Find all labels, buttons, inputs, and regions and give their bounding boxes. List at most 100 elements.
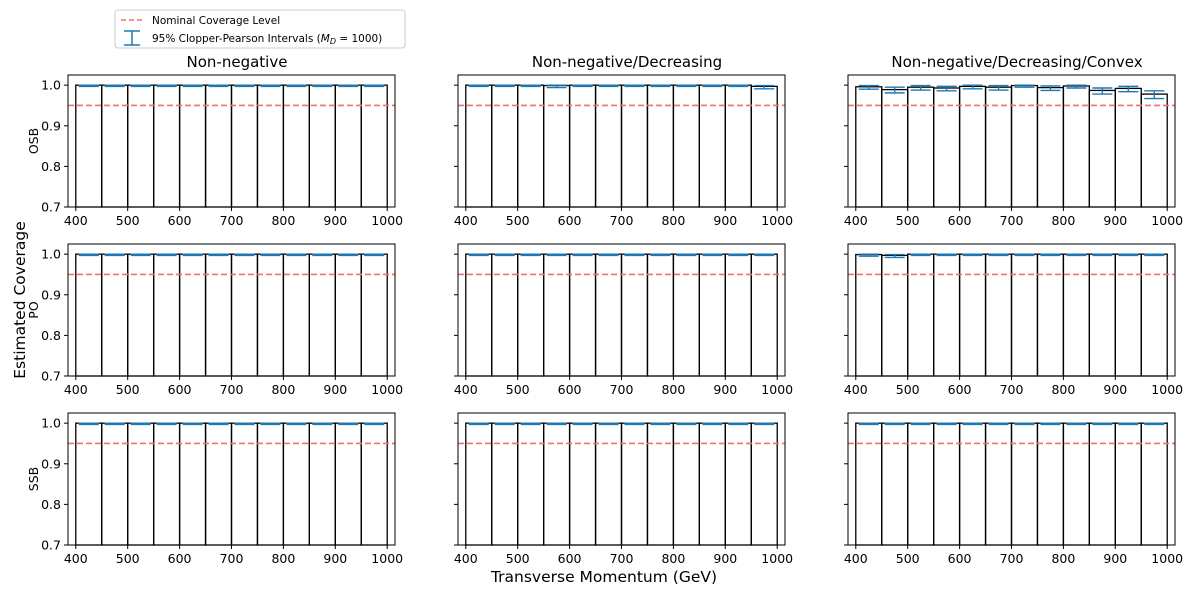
bar [282, 84, 311, 208]
error-bar [208, 422, 229, 426]
error-bar [884, 422, 905, 426]
error-bar [1066, 422, 1087, 426]
error-bar [130, 253, 151, 257]
error-bar [1040, 422, 1061, 426]
x-tick-label: 600 [948, 213, 972, 228]
error-bar [208, 253, 229, 257]
error-bar [494, 253, 515, 257]
error-bar [624, 253, 645, 257]
error-bar [858, 253, 879, 257]
bar [932, 87, 961, 208]
legend-interval-swatch [124, 30, 140, 46]
y-tick-label: 0.7 [41, 369, 61, 384]
bar [334, 422, 362, 546]
x-axis-super-label: Transverse Momentum (GeV) [490, 568, 717, 586]
error-bar [546, 253, 567, 257]
bar [932, 253, 961, 377]
legend-frame [114, 9, 406, 49]
bar [620, 253, 649, 377]
bar [1036, 253, 1065, 377]
bar [542, 253, 571, 377]
bar [750, 422, 778, 546]
error-bar [78, 253, 99, 257]
x-tick-label: 400 [844, 382, 868, 397]
y-tick-label: 1.0 [41, 247, 61, 262]
error-bar [260, 253, 281, 257]
x-tick-label: 600 [558, 213, 582, 228]
error-bar [104, 422, 125, 426]
x-tick-label: 400 [844, 213, 868, 228]
bar [568, 84, 597, 208]
column-title-non-negative-decreasing-convex: Non-negative/Decreasing/Convex [891, 53, 1142, 71]
error-bar [858, 84, 879, 90]
x-tick-label: 800 [1051, 382, 1075, 397]
y-tick-label: 0.8 [41, 328, 61, 343]
error-bar [312, 253, 333, 257]
bar [152, 253, 181, 377]
x-tick-label: 900 [1103, 213, 1127, 228]
error-bar [936, 422, 957, 426]
error-bar [728, 422, 749, 426]
error-bar [520, 422, 541, 426]
bar [1114, 253, 1142, 377]
bar [672, 422, 701, 546]
bar [517, 84, 545, 208]
error-bar [130, 422, 151, 426]
panel-grid: 400 500 600 700 800 900 1000 0.7 0.8 0.9 1.0 400 500… [41, 74, 1183, 566]
error-bar [78, 84, 99, 88]
bar [491, 253, 519, 377]
x-tick-label: 1000 [371, 382, 403, 397]
error-bar [494, 84, 515, 88]
bar [230, 422, 259, 546]
bar [958, 253, 987, 377]
x-tick-label: 600 [168, 213, 192, 228]
error-bar [156, 422, 177, 426]
x-tick-label: 1000 [1151, 382, 1183, 397]
error-bar [364, 422, 385, 426]
bar [465, 253, 493, 377]
x-tick-label: 700 [610, 213, 634, 228]
legend: Nominal Coverage Level 95% Clopper-Pears… [114, 9, 406, 49]
error-bar [858, 422, 879, 426]
bar [698, 84, 726, 208]
bar [101, 422, 129, 546]
bar [360, 422, 388, 546]
bar [230, 253, 259, 377]
bar [334, 84, 362, 208]
x-tick-label: 500 [506, 213, 530, 228]
bar [1114, 422, 1142, 546]
error-bar [1040, 253, 1061, 257]
legend-nominal-label: Nominal Coverage Level [152, 15, 280, 27]
bar [672, 84, 701, 208]
error-bar [1144, 253, 1165, 257]
bar [101, 84, 129, 208]
error-bar [754, 422, 775, 426]
bar [152, 84, 181, 208]
error-bar [598, 253, 619, 257]
error-bar [884, 86, 905, 94]
error-bar [988, 253, 1009, 257]
error-bar [624, 84, 645, 88]
bar [308, 422, 336, 546]
error-bar [338, 84, 359, 88]
bar [1062, 422, 1091, 546]
error-bar [728, 84, 749, 88]
error-bar [1118, 253, 1139, 257]
bar [282, 422, 311, 546]
bar [568, 253, 597, 377]
legend-interval-label: 95% Clopper-Pearson Intervals (MD = 1000… [152, 33, 382, 46]
x-tick-label: 900 [713, 551, 737, 566]
x-tick-label: 1000 [761, 382, 793, 397]
error-bar [624, 422, 645, 426]
bar [984, 253, 1013, 377]
x-tick-label: 1000 [1151, 213, 1183, 228]
error-bar [962, 84, 983, 90]
bar [724, 84, 752, 208]
error-bar [338, 422, 359, 426]
error-bar [936, 85, 957, 92]
x-tick-label: 900 [713, 382, 737, 397]
error-bar [312, 422, 333, 426]
y-tick-label: 0.8 [41, 497, 61, 512]
bar [1140, 253, 1168, 377]
